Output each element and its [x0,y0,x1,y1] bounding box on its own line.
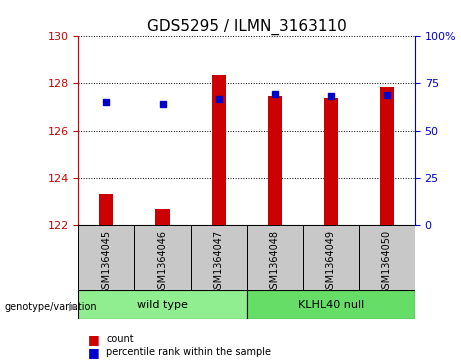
Bar [380,87,394,225]
Bar [78,290,247,319]
Text: wild type: wild type [137,300,188,310]
Bar [100,195,113,225]
Text: ■: ■ [88,346,99,359]
Text: GSM1364049: GSM1364049 [326,230,336,295]
Bar [247,225,303,290]
Text: GSM1364050: GSM1364050 [382,230,392,295]
Bar [247,290,415,319]
Text: GSM1364048: GSM1364048 [270,230,280,295]
Bar [303,225,359,290]
Title: GDS5295 / ILMN_3163110: GDS5295 / ILMN_3163110 [147,19,347,35]
Text: percentile rank within the sample: percentile rank within the sample [106,347,271,357]
Bar [155,208,170,225]
Bar [78,225,135,290]
Text: GSM1364045: GSM1364045 [101,230,112,295]
Bar [268,97,282,225]
Bar [190,225,247,290]
Text: count: count [106,334,134,344]
Text: ■: ■ [88,333,99,346]
Text: GSM1364047: GSM1364047 [213,230,224,295]
Bar [212,75,225,225]
Text: KLHL40 null: KLHL40 null [298,300,364,310]
Text: ▶: ▶ [69,302,77,312]
Bar [359,225,415,290]
Text: GSM1364046: GSM1364046 [158,230,167,295]
Text: genotype/variation: genotype/variation [5,302,97,312]
Bar [135,225,190,290]
Bar [324,98,338,225]
